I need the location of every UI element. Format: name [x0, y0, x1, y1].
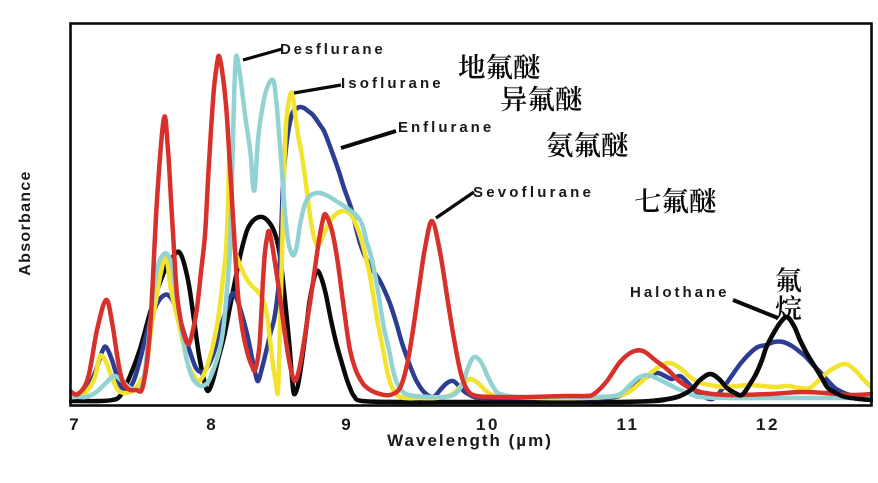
svg-text:7: 7 [69, 415, 78, 434]
svg-text:Enflurane: Enflurane [398, 119, 494, 136]
svg-text:8: 8 [206, 415, 215, 434]
svg-text:Halothane: Halothane [630, 284, 730, 301]
svg-text:10: 10 [476, 415, 500, 434]
svg-text:Desflurane: Desflurane [280, 41, 386, 58]
svg-text:12: 12 [756, 415, 780, 434]
svg-text:Absorbance: Absorbance [17, 170, 34, 275]
svg-text:Wavelength (µm): Wavelength (µm) [387, 431, 553, 450]
svg-text:Isoflurane: Isoflurane [341, 75, 444, 92]
svg-text:9: 9 [341, 415, 350, 434]
svg-text:Sevoflurane: Sevoflurane [473, 184, 594, 201]
svg-text:11: 11 [617, 415, 640, 434]
